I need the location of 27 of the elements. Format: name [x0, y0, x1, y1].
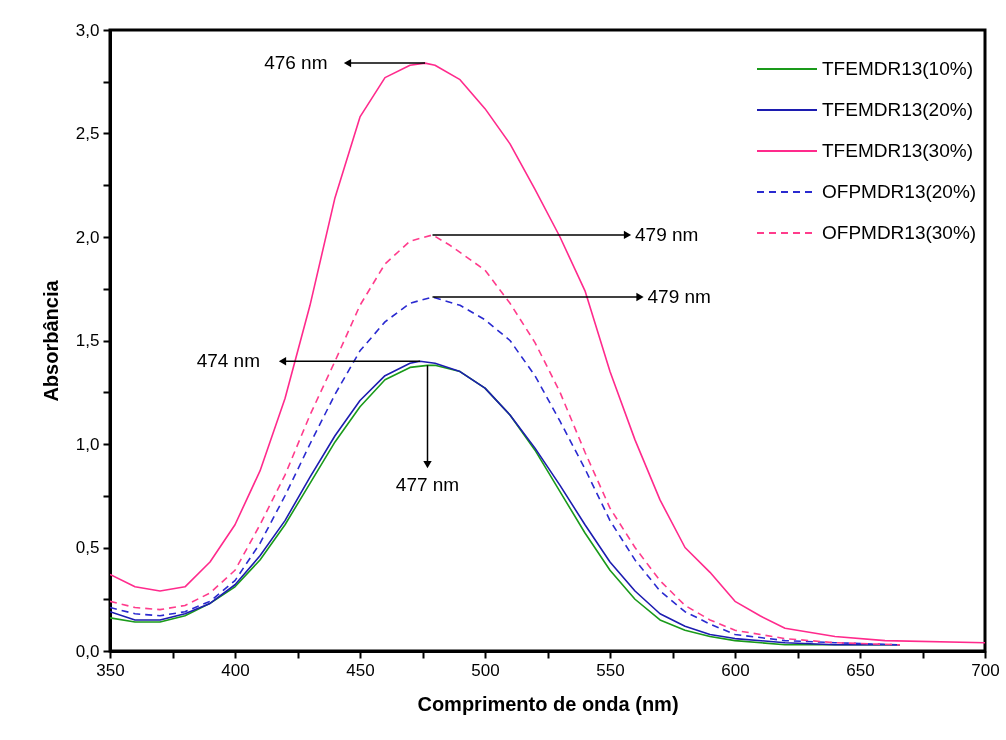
legend-label: TFEMDR13(20%): [822, 99, 973, 120]
y-tick-label: 0,5: [75, 538, 100, 557]
legend-label: OFPMDR13(30%): [822, 222, 977, 243]
legend-label: TFEMDR13(30%): [822, 140, 973, 161]
annotation: 479 nm: [647, 286, 711, 308]
annotation: 477 nm: [395, 474, 460, 496]
x-tick-label: 550: [596, 660, 625, 680]
legend-label: OFPMDR13(20%): [822, 181, 977, 202]
x-tick-label: 600: [721, 660, 750, 680]
y-tick-label: 1,0: [75, 434, 100, 454]
y-tick-label: 3,0: [75, 20, 100, 40]
y-axis-title: Absorbância: [39, 279, 62, 402]
x-tick-label: 650: [846, 660, 875, 680]
legend-label: TFEMDR13(10%): [822, 58, 973, 79]
x-tick-label: 350: [96, 660, 125, 680]
annotation: 479 nm: [635, 223, 699, 245]
y-tick-label: 2,5: [75, 124, 100, 143]
x-tick-label: 700: [971, 660, 1000, 680]
annotation: 474 nm: [196, 350, 260, 372]
x-axis-title: Comprimento de onda (nm): [417, 692, 679, 715]
y-tick-label: 0,0: [75, 641, 100, 661]
x-tick-label: 400: [221, 660, 250, 680]
annotation: 476 nm: [264, 52, 328, 74]
x-tick-label: 450: [346, 660, 375, 680]
y-tick-label: 1,5: [75, 331, 100, 350]
y-tick-label: 2,0: [75, 227, 100, 247]
x-tick-label: 500: [471, 660, 500, 680]
